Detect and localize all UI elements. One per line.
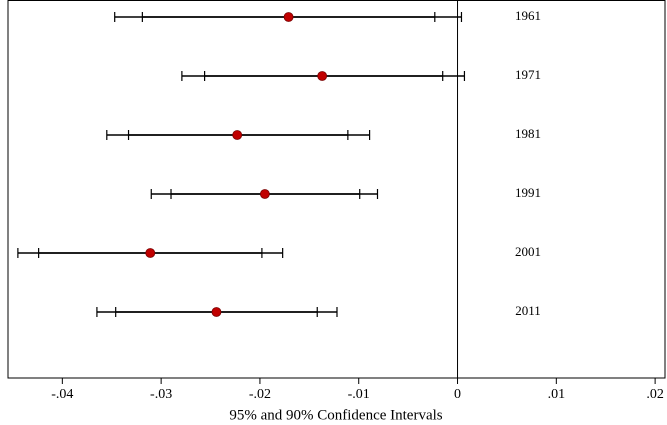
point-estimate [317,71,328,81]
category-label: 1961 [515,8,541,23]
x-tick-label: -.01 [348,387,370,402]
x-tick-label: .01 [548,387,566,402]
point-estimate [145,248,156,258]
x-tick-label: .02 [646,387,664,402]
category-label: 1971 [515,67,541,82]
point-estimate [211,307,222,317]
x-tick-label: 0 [454,387,461,402]
x-axis-title: 95% and 90% Confidence Intervals [229,407,442,423]
category-label: 2011 [515,303,541,318]
category-label: 1991 [515,185,541,200]
point-estimate [283,12,294,22]
category-label: 2001 [515,244,541,259]
x-tick-label: -.04 [51,387,73,402]
x-tick-label: -.03 [150,387,172,402]
category-label: 1981 [515,126,541,141]
x-tick-label: -.02 [249,387,271,402]
point-estimate [259,189,270,199]
plot-frame [7,0,666,379]
point-estimate [232,130,243,140]
